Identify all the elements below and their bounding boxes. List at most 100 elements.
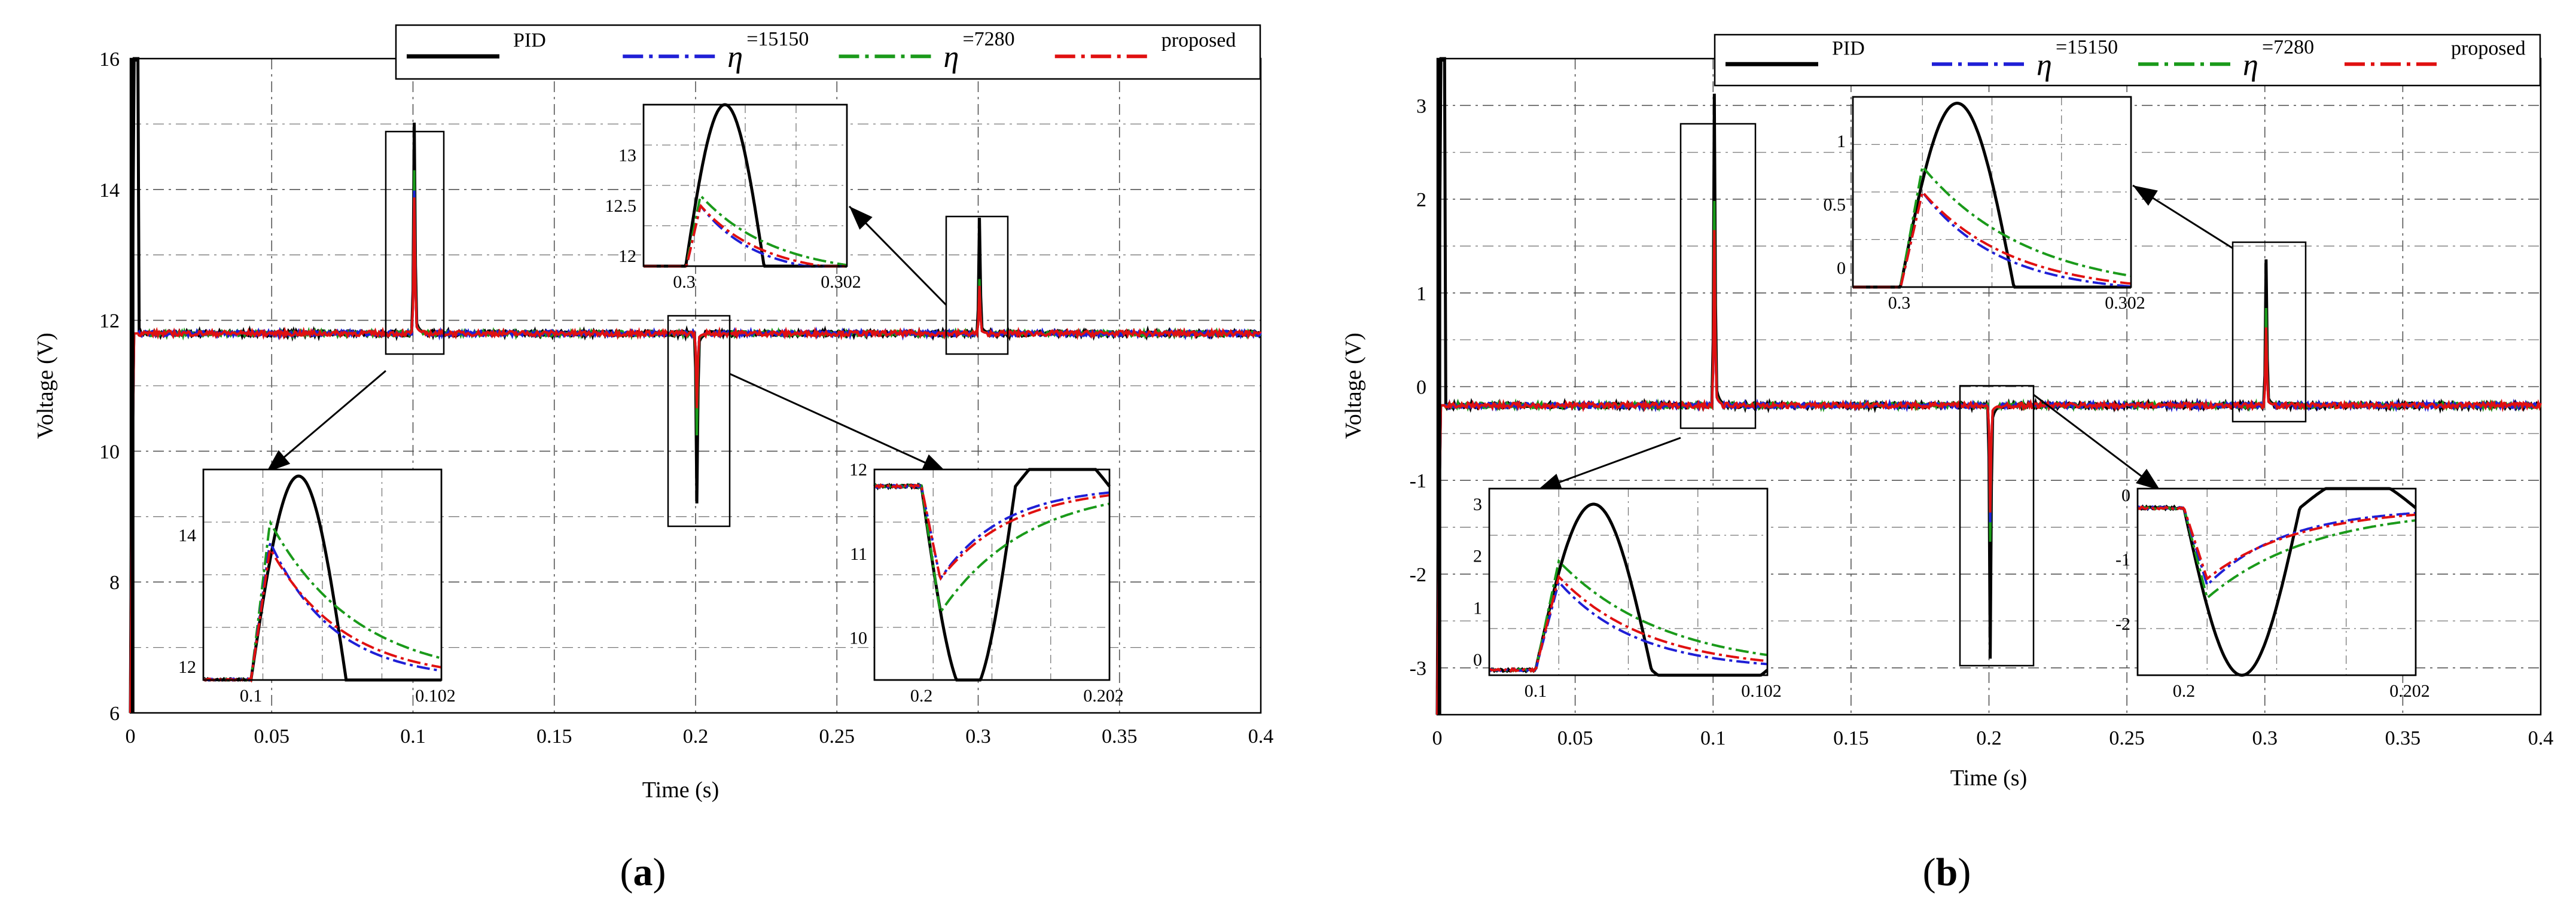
- zoom-arrow: [266, 370, 386, 474]
- x-axis-label: Time (s): [642, 777, 719, 803]
- inset-x-tick-label: 0.202: [2389, 681, 2430, 701]
- inset-y-tick-label: 0: [1473, 650, 1482, 670]
- panel-label: (a): [620, 850, 666, 894]
- y-tick-label: 14: [99, 179, 120, 202]
- inset-border: [642, 103, 848, 267]
- x-tick-label: 0: [1432, 727, 1443, 749]
- inset-series-3: [1489, 574, 1768, 673]
- zoom-arrowhead: [921, 454, 947, 472]
- inset-x-tick-label: 0.1: [1525, 681, 1547, 701]
- inset-x-tick-label: 0.2: [910, 686, 933, 706]
- y-tick-label: 1: [1416, 283, 1426, 305]
- legend-label-1-sup: =15150: [2056, 36, 2118, 58]
- inset-y-tick-label: 2: [1473, 547, 1482, 566]
- inset-y-tick-label: 1: [1837, 132, 1846, 151]
- chart-panel-a: 0 0.05 0.1 0.15 0.2 0.25 0.3 0.35 0.4 6 8 10 12 14 16 T…: [33, 24, 1274, 894]
- inset-border: [202, 468, 443, 681]
- legend-label-3: proposed: [2451, 37, 2526, 59]
- inset-y-tick-label: 12: [618, 246, 636, 266]
- zoom-arrowhead: [266, 450, 291, 472]
- x-tick-label: 0.25: [2109, 727, 2145, 749]
- inset-y-tick-label: 12: [849, 460, 867, 480]
- inset-x-tick-label: 0.102: [1741, 681, 1782, 701]
- zoom-arrow: [729, 373, 947, 474]
- inset-border: [1852, 96, 2132, 288]
- zoom-arrowhead: [2133, 185, 2158, 206]
- inset-x-tick-label: 0.2: [2173, 681, 2196, 701]
- legend-label-2-symbol: η: [2243, 48, 2258, 82]
- inset-border: [2136, 487, 2417, 676]
- inset-t03: 0.3 0.302 0 0.5 1: [1824, 96, 2145, 313]
- inset-y-tick-label: 0: [2121, 486, 2130, 505]
- series-line-3: [129, 197, 1262, 713]
- inset-y-tick-label: 14: [178, 526, 196, 545]
- inset-t02: 0.2 0.202 10 11 12: [849, 460, 1124, 706]
- y-axis-label: Voltage (V): [33, 333, 58, 439]
- zoom-box: [667, 315, 731, 527]
- x-tick-label: 0.2: [1976, 727, 2002, 749]
- x-tick-label: 0.05: [254, 725, 290, 748]
- y-tick-label: 0: [1416, 377, 1426, 399]
- inset-series-2: [1853, 164, 2132, 288]
- inset-x-tick-label: 0.102: [415, 686, 456, 706]
- y-tick-label: 8: [109, 572, 120, 594]
- legend-label-0: PID: [513, 29, 546, 51]
- x-tick-label: 0.1: [1700, 727, 1726, 749]
- inset-t01: 0.1 0.102 0 1 2 3: [1473, 487, 1782, 701]
- x-tick-label: 0.05: [1557, 727, 1593, 749]
- y-tick-label: 16: [99, 48, 120, 71]
- legend-label-0: PID: [1832, 37, 1865, 59]
- inset-y-tick-label: -1: [2115, 550, 2130, 569]
- x-tick-label: 0: [126, 725, 136, 748]
- x-tick-label: 0.15: [536, 725, 572, 748]
- zoom-arrow: [1537, 437, 1681, 492]
- inset-y-tick-label: 11: [850, 544, 867, 564]
- legend-label-2-sup: =7280: [2262, 36, 2314, 58]
- panel-letter: b: [1936, 850, 1958, 894]
- inset-border: [873, 468, 1111, 681]
- inset-y-tick-label: 12.5: [605, 196, 637, 216]
- y-tick-label: 6: [109, 703, 120, 725]
- inset-y-tick-label: 0.5: [1824, 195, 1846, 215]
- zoom-arrowhead: [1537, 474, 1563, 491]
- inset-series-2: [873, 482, 1110, 615]
- inset-series-2: [203, 519, 442, 683]
- inset-x-tick-label: 0.302: [2105, 293, 2145, 313]
- y-axis-label: Voltage (V): [1341, 333, 1366, 439]
- zoom-box: [1679, 123, 1757, 429]
- inset-y-tick-label: 12: [178, 657, 196, 677]
- inset-t03: 0.3 0.302 12 12.5 13: [605, 103, 861, 292]
- inset-x-tick-label: 0.202: [1083, 686, 1124, 706]
- panel-label: (b): [1923, 850, 1971, 894]
- inset-border: [1488, 487, 1769, 676]
- inset-x-tick-label: 0.3: [673, 272, 696, 292]
- inset-series-3: [874, 483, 1110, 581]
- x-tick-label: 0.25: [819, 725, 855, 748]
- legend-label-2-symbol: η: [944, 40, 959, 74]
- x-tick-label: 0.4: [2528, 727, 2554, 749]
- inset-x-tick-label: 0.1: [240, 686, 263, 706]
- y-tick-label: -3: [1410, 658, 1426, 680]
- inset-y-tick-label: 13: [618, 145, 636, 165]
- x-tick-label: 0.4: [1248, 725, 1274, 748]
- inset-x-tick-label: 0.302: [821, 272, 861, 292]
- inset-y-tick-label: 10: [849, 629, 867, 648]
- legend-label-1-symbol: η: [2037, 48, 2052, 82]
- y-tick-label: 2: [1416, 189, 1426, 211]
- x-tick-label: 0.3: [965, 725, 991, 748]
- x-tick-label: 0.3: [2252, 727, 2278, 749]
- panel-letter: a: [633, 850, 653, 894]
- zoom-arrowhead: [849, 206, 873, 230]
- legend-label-1-symbol: η: [727, 40, 743, 74]
- inset-y-tick-label: 3: [1473, 495, 1482, 514]
- chart-panel-b: 0 0.05 0.1 0.15 0.2 0.25 0.3 0.35 0.4 -3 -2 -1 0 1 2 3 T…: [1341, 33, 2554, 894]
- y-tick-label: -1: [1410, 470, 1426, 492]
- legend-label-1-sup: =15150: [746, 28, 809, 50]
- legend-box: [395, 24, 1261, 80]
- x-tick-label: 0.35: [1102, 725, 1138, 748]
- zoom-box: [945, 215, 1009, 355]
- legend-label-2-sup: =7280: [963, 28, 1015, 50]
